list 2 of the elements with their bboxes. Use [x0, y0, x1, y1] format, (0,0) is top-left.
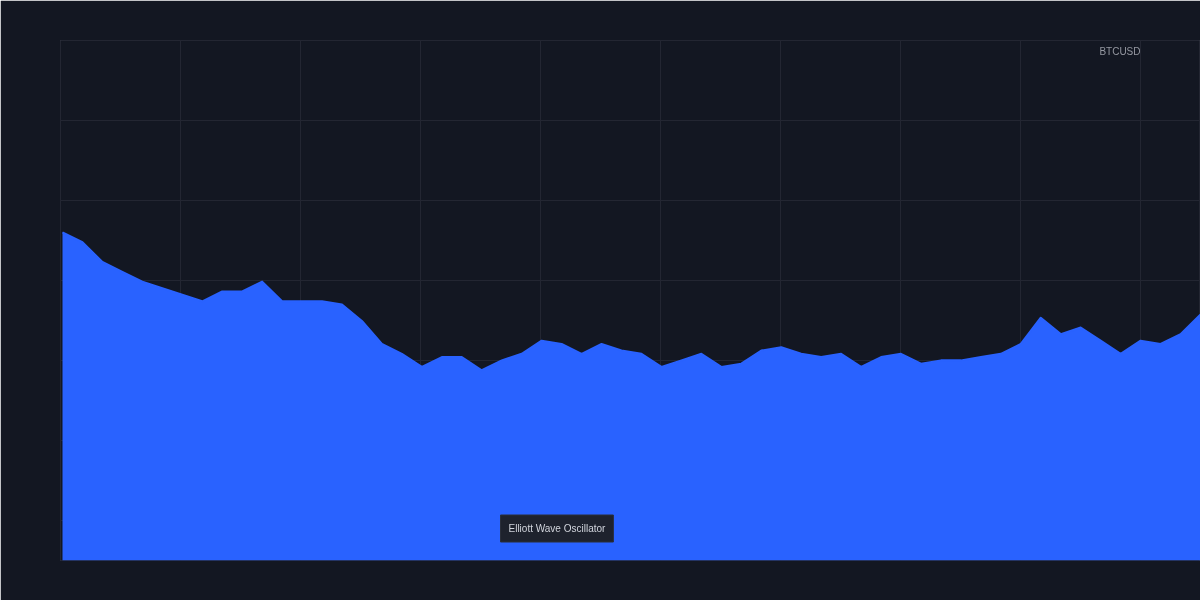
annotation: Elliott Wave Oscillator [508, 523, 607, 534]
chart-title: BTCUSD [1099, 45, 1141, 57]
